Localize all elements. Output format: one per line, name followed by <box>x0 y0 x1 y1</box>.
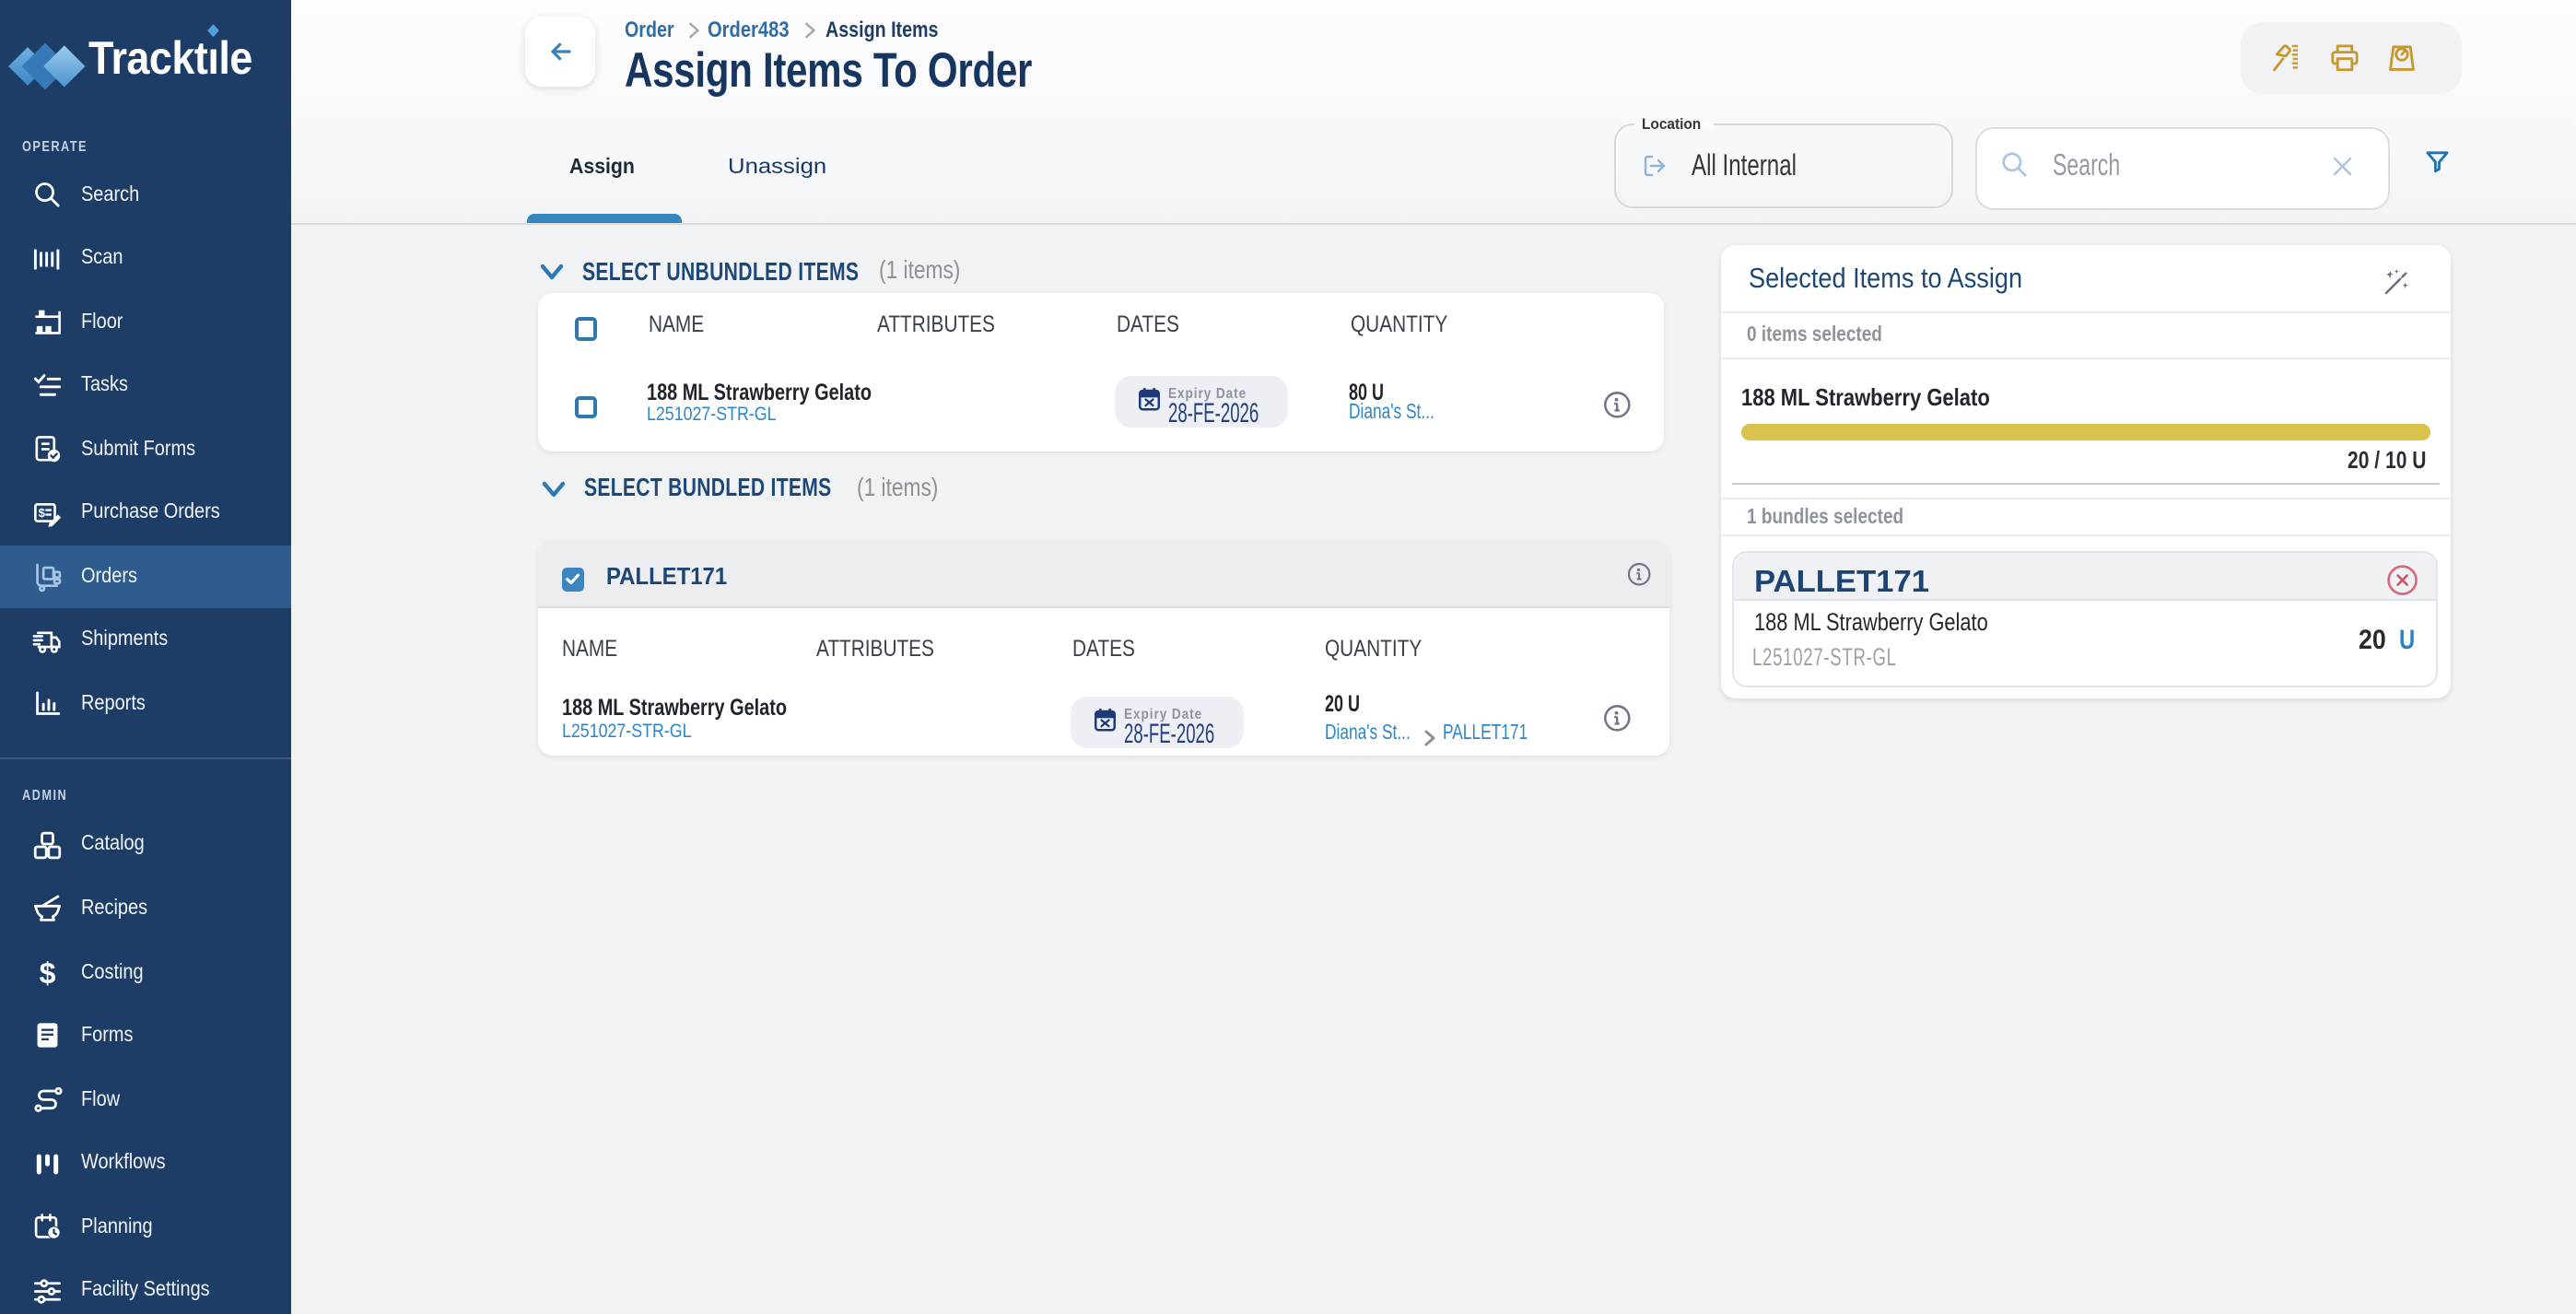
svg-text:$: $ <box>38 505 45 519</box>
svg-text:$: $ <box>39 956 55 990</box>
